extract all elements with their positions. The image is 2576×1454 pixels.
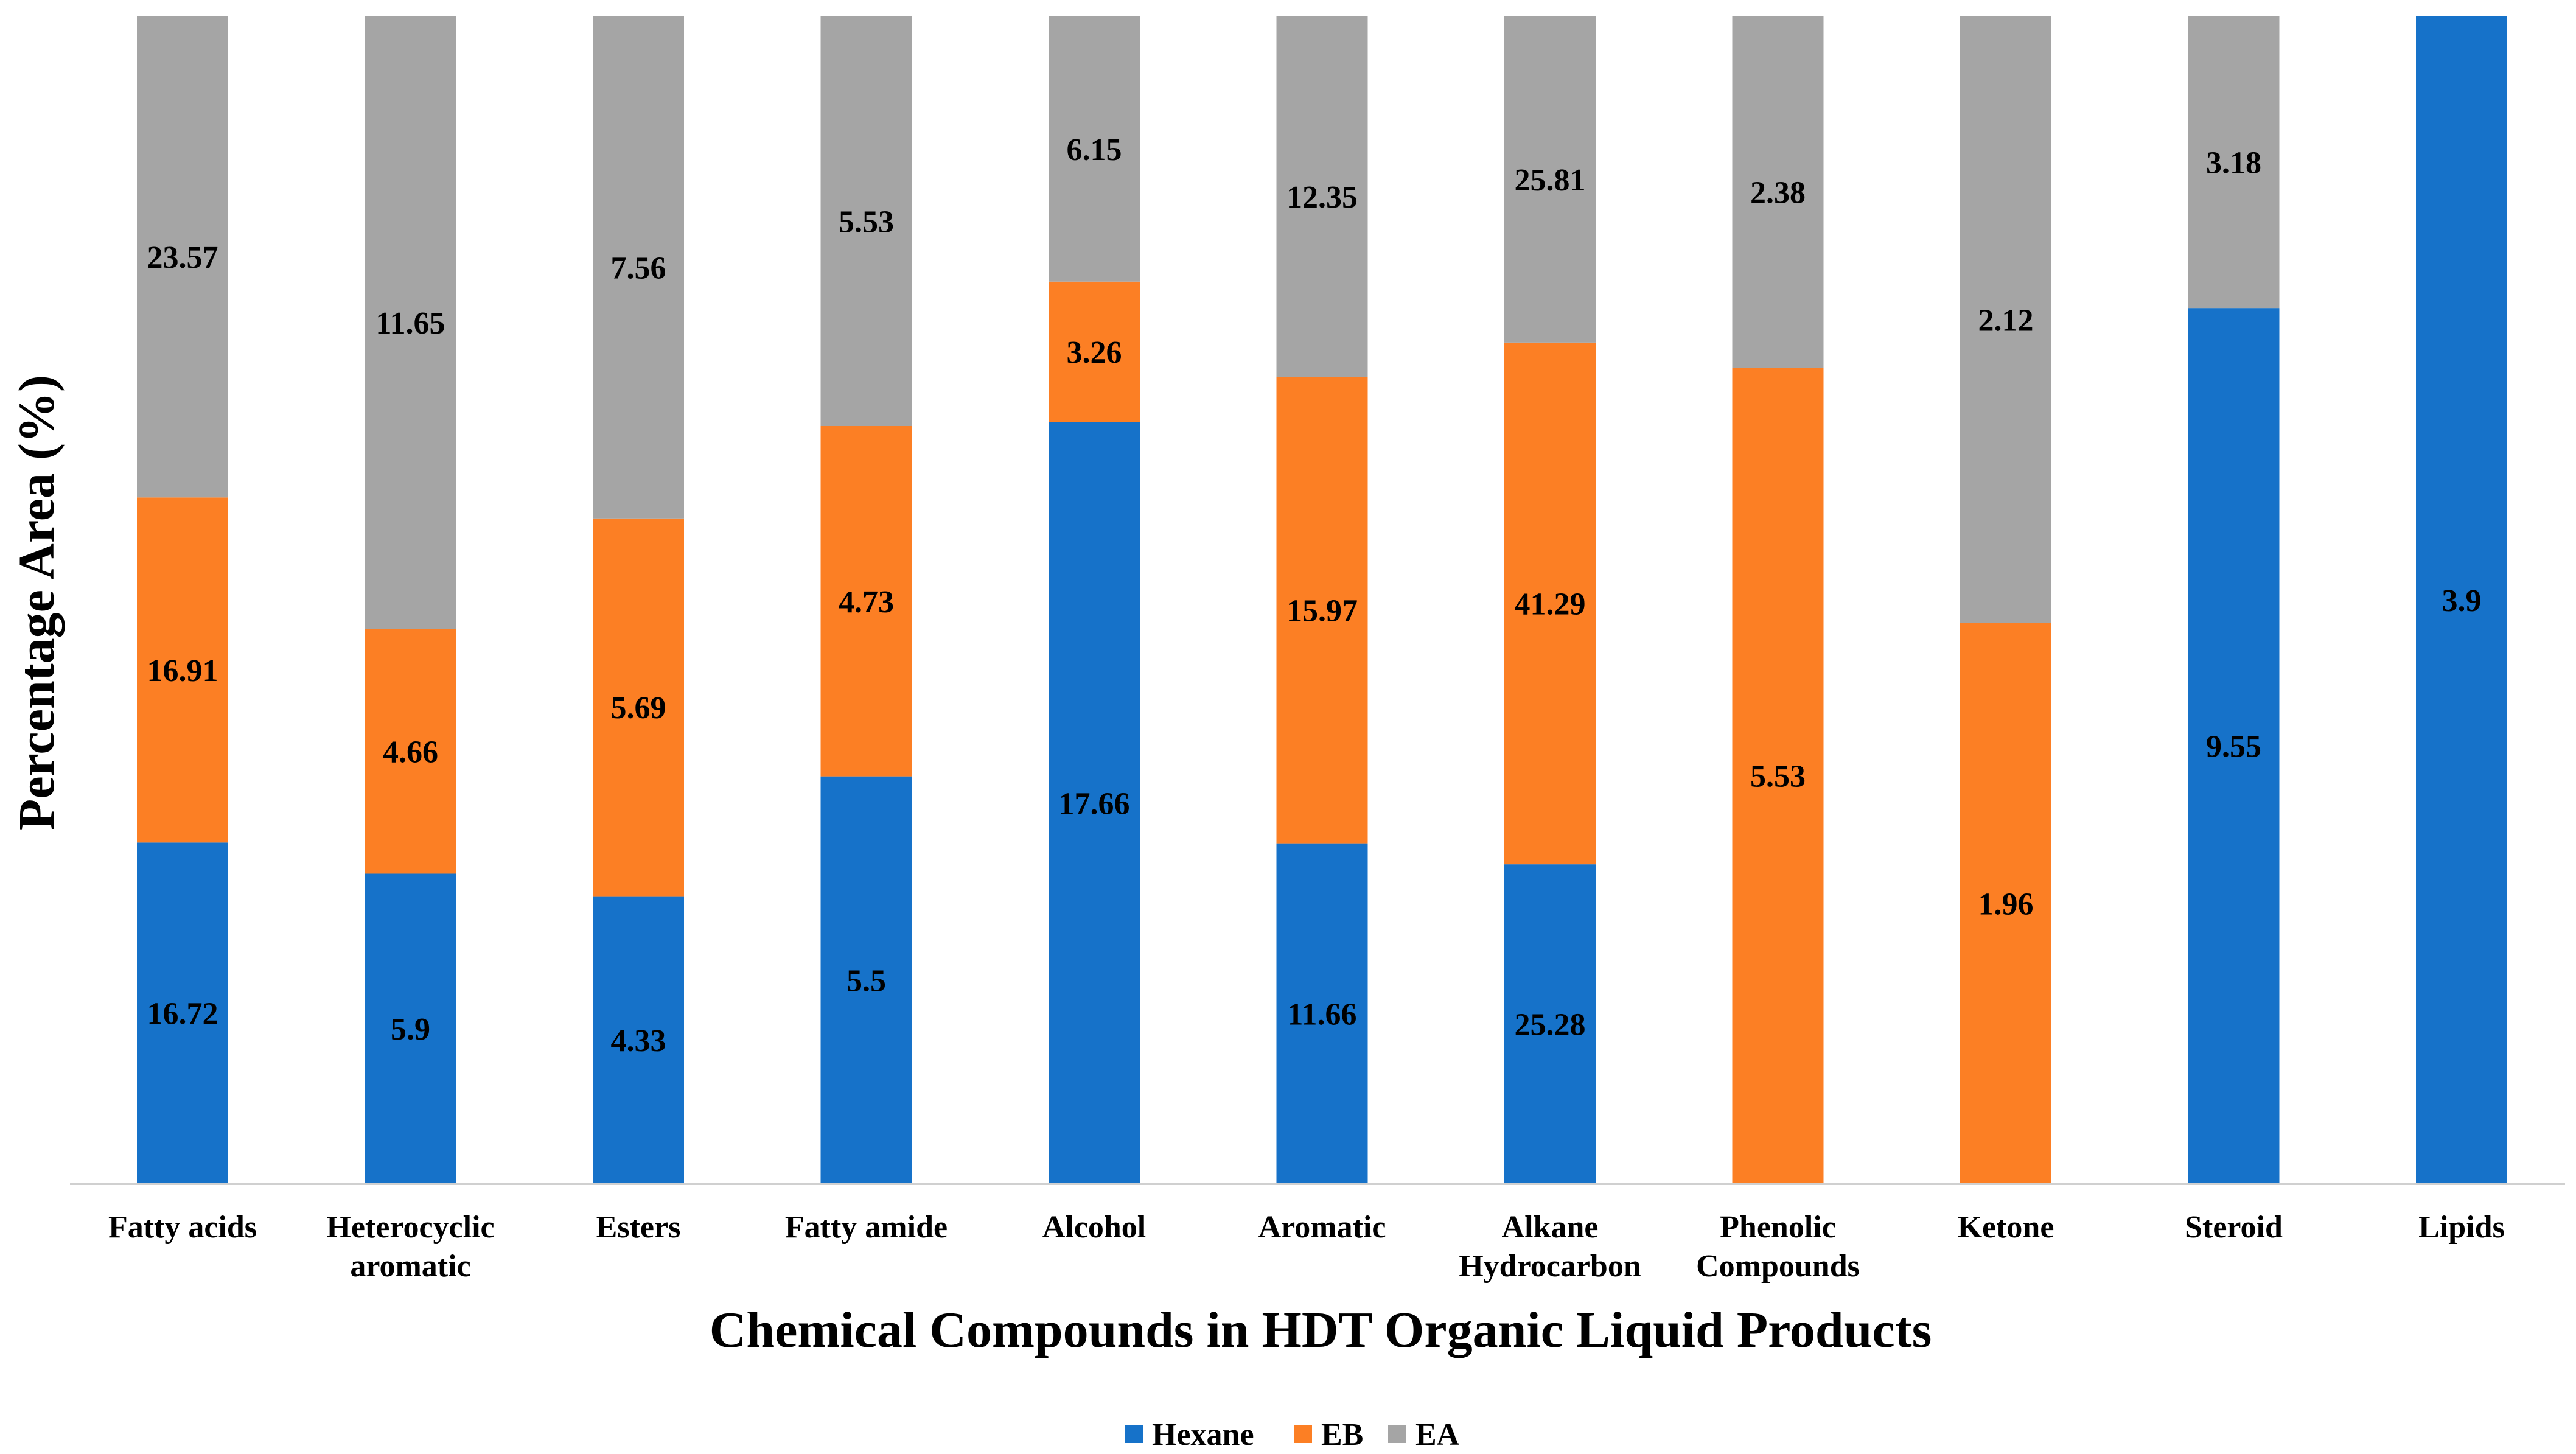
data-label-eb-7: 5.53 bbox=[1750, 760, 1806, 794]
bar-hexane-10 bbox=[2416, 16, 2507, 1184]
data-label-ea-2: 7.56 bbox=[611, 251, 666, 285]
category-label-9: Steroid bbox=[2185, 1210, 2283, 1245]
data-label-hexane-10: 3.9 bbox=[2442, 584, 2482, 618]
category-label-7: Phenolic Compounds bbox=[1696, 1210, 1860, 1284]
data-label-hexane-3: 5.5 bbox=[846, 963, 886, 998]
data-label-ea-0: 23.57 bbox=[147, 240, 218, 275]
category-label-6: Alkane Hydrocarbon bbox=[1459, 1210, 1641, 1284]
bar-hexane-6 bbox=[1504, 864, 1596, 1184]
bar-eb-0 bbox=[137, 497, 228, 843]
bar-hexane-3 bbox=[820, 776, 912, 1184]
bar-eb-3 bbox=[820, 426, 912, 777]
y-axis-title: Percentage Area (%) bbox=[9, 375, 65, 830]
bar-ea-9 bbox=[2188, 16, 2280, 309]
data-label-eb-0: 16.91 bbox=[147, 654, 218, 688]
data-label-hexane-2: 4.33 bbox=[611, 1024, 666, 1058]
bar-eb-6 bbox=[1504, 342, 1596, 865]
data-label-eb-8: 1.96 bbox=[1978, 887, 2034, 921]
category-label-4: Alcohol bbox=[1042, 1210, 1146, 1245]
bar-ea-1 bbox=[365, 16, 456, 629]
data-labels-layer: 16.72 16.91 23.57 5.9 4.66 11.65 4.33 5.69 7.56 5… bbox=[147, 133, 2482, 1058]
bar-eb-5 bbox=[1276, 377, 1368, 844]
legend-swatch-eb bbox=[1294, 1425, 1312, 1443]
data-label-hexane-0: 16.72 bbox=[147, 997, 218, 1032]
data-label-ea-3: 5.53 bbox=[839, 205, 894, 240]
data-label-ea-7: 2.38 bbox=[1750, 176, 1806, 211]
bar-eb-7 bbox=[1732, 368, 1824, 1184]
data-label-eb-1: 4.66 bbox=[383, 735, 438, 769]
category-label-5: Aromatic bbox=[1258, 1210, 1386, 1245]
bar-hexane-2 bbox=[593, 896, 684, 1184]
category-label-10: Lipids bbox=[2418, 1210, 2505, 1245]
bar-hexane-1 bbox=[365, 873, 456, 1184]
bar-eb-1 bbox=[365, 629, 456, 874]
category-label-8: Ketone bbox=[1958, 1210, 2054, 1245]
bar-eb-8 bbox=[1960, 623, 2051, 1184]
data-label-ea-1: 11.65 bbox=[375, 306, 445, 341]
data-label-hexane-5: 11.66 bbox=[1287, 997, 1356, 1032]
bar-ea-3 bbox=[820, 16, 912, 427]
category-labels-layer: Fatty acids Heterocyclic aromatic Esters Fat… bbox=[108, 1210, 2505, 1284]
bar-ea-7 bbox=[1732, 16, 1824, 368]
data-label-ea-9: 3.18 bbox=[2206, 146, 2261, 181]
data-label-hexane-9: 9.55 bbox=[2206, 730, 2261, 764]
bar-ea-2 bbox=[593, 16, 684, 519]
bar-ea-0 bbox=[137, 16, 228, 498]
category-label-2: Esters bbox=[596, 1210, 681, 1245]
category-label-1: Heterocyclic aromatic bbox=[326, 1210, 494, 1284]
bars-layer bbox=[137, 16, 2507, 1184]
data-label-eb-6: 41.29 bbox=[1515, 587, 1586, 622]
bar-ea-5 bbox=[1276, 16, 1368, 377]
bar-eb-2 bbox=[593, 518, 684, 897]
category-label-3: Fatty amide bbox=[785, 1210, 948, 1245]
bar-hexane-4 bbox=[1049, 422, 1140, 1184]
bar-eb-4 bbox=[1049, 281, 1140, 422]
data-label-eb-3: 4.73 bbox=[839, 585, 894, 620]
bar-ea-4 bbox=[1049, 16, 1140, 282]
data-label-hexane-6: 25.28 bbox=[1515, 1008, 1586, 1043]
bar-hexane-5 bbox=[1276, 843, 1368, 1184]
data-label-ea-6: 25.81 bbox=[1515, 163, 1586, 198]
legend-swatch-hexane bbox=[1125, 1425, 1143, 1443]
legend-label-eb: EB bbox=[1321, 1417, 1363, 1452]
category-label-0: Fatty acids bbox=[108, 1210, 257, 1245]
data-label-eb-2: 5.69 bbox=[611, 691, 666, 725]
bar-hexane-0 bbox=[137, 842, 228, 1184]
bar-ea-6 bbox=[1504, 16, 1596, 343]
data-label-eb-4: 3.26 bbox=[1067, 335, 1122, 370]
data-label-hexane-1: 5.9 bbox=[391, 1012, 430, 1047]
bar-hexane-9 bbox=[2188, 308, 2280, 1184]
legend-label-hexane: Hexane bbox=[1152, 1417, 1254, 1452]
legend-swatch-ea bbox=[1388, 1425, 1406, 1443]
data-label-ea-5: 12.35 bbox=[1286, 180, 1358, 215]
legend-label-ea: EA bbox=[1415, 1417, 1460, 1452]
legend: Hexane EB EA bbox=[1125, 1417, 1460, 1452]
data-label-hexane-4: 17.66 bbox=[1059, 786, 1130, 821]
data-label-eb-5: 15.97 bbox=[1286, 594, 1358, 629]
bar-ea-8 bbox=[1960, 16, 2051, 623]
x-axis-title: Chemical Compounds in HDT Organic Liquid… bbox=[710, 1302, 1932, 1358]
data-label-ea-8: 2.12 bbox=[1978, 303, 2034, 338]
data-label-ea-4: 6.15 bbox=[1067, 133, 1122, 167]
